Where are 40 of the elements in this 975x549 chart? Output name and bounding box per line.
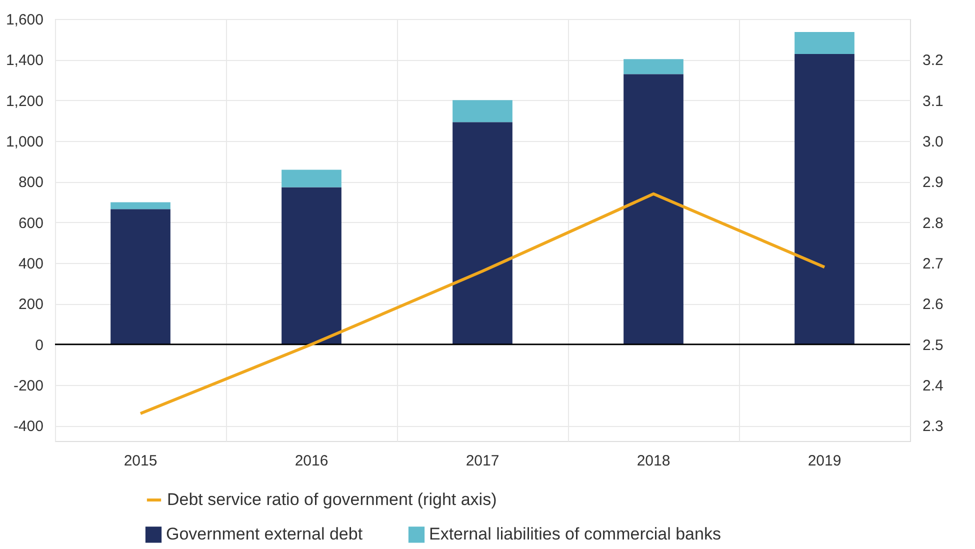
y2-tick-label: 2.7 [922,256,944,273]
y2-tick-label: 2.9 [922,174,944,192]
bar [110,202,170,210]
bar [110,209,170,344]
legend-label: Government external debt [166,524,363,544]
y-tick-label: 0 [35,336,44,354]
x-tick-label: 2018 [636,452,670,470]
y2-tick-label: 3.1 [922,92,944,110]
y-tick-label: 1,600 [6,12,44,28]
y2-tick-label: 3.2 [922,52,944,70]
line-series [139,192,826,416]
bar [282,187,342,344]
legend-label: Debt service ratio of government (right axis) [167,490,497,509]
y-tick-label: 400 [18,256,44,273]
x-tick-label: 2017 [466,452,500,470]
y2-tick-label: 2.8 [922,214,944,232]
bar [624,74,684,344]
bar [282,170,342,188]
y-tick-label: 200 [18,296,44,314]
bar [452,122,512,344]
y-tick-label: 1,400 [6,52,44,70]
y-tick-label: 600 [18,214,44,232]
bar [452,100,512,122]
y2-tick-label: 2.4 [922,378,944,395]
y-tick-label: 800 [18,174,44,192]
legend-label: External liabilities of commercial banks [429,524,721,544]
y2-tick-label: 2.6 [922,296,944,314]
y2-tick-label: 2.5 [922,336,944,354]
y-tick-label: -200 [13,378,44,395]
x-tick-label: 2016 [294,452,328,470]
bar [794,32,854,54]
y2-tick-label: 2.3 [922,418,944,436]
y-tick-label: -400 [13,418,44,436]
bar [624,59,684,74]
y2-tick-label: 3.0 [922,134,944,151]
y-tick-label: 1,200 [6,92,44,110]
x-tick-label: 2019 [808,452,842,470]
y-tick-label: 1,000 [6,134,44,151]
x-tick-label: 2015 [124,452,158,470]
bar [794,54,854,344]
